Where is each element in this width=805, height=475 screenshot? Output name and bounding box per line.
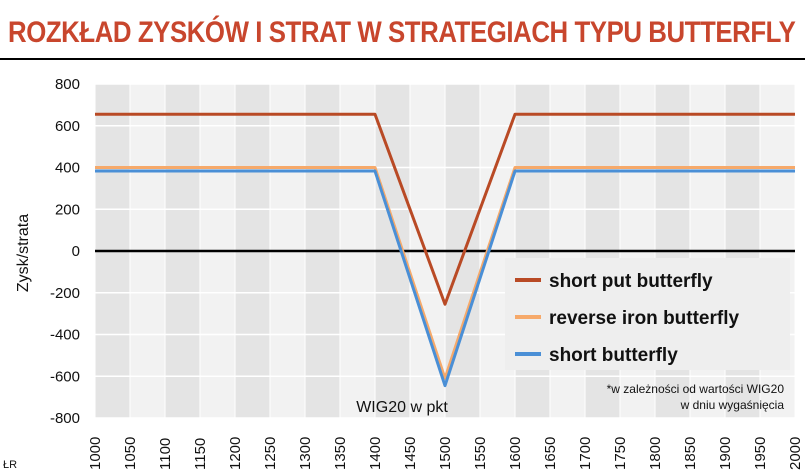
- x-tick-label: 1650: [542, 437, 559, 470]
- x-tick-label: 1700: [577, 437, 594, 470]
- x-tick-label: 1250: [262, 437, 279, 470]
- x-tick-label: 1200: [227, 437, 244, 470]
- x-tick-label: 1400: [367, 437, 384, 470]
- y-tick-label: 800: [55, 76, 80, 93]
- x-tick-label: 1600: [507, 437, 524, 470]
- y-tick-label: -200: [50, 285, 80, 302]
- x-tick-label: 1150: [192, 438, 209, 470]
- y-tick-label: 0: [72, 243, 80, 260]
- y-tick-label: -600: [50, 368, 80, 385]
- legend-label: short put butterfly: [549, 271, 713, 292]
- footnote-line-2: w dniu wygaśnięcia: [680, 398, 785, 412]
- x-tick-label: 1750: [612, 437, 629, 470]
- legend-background: [505, 258, 790, 370]
- x-tick-label: 1100: [157, 438, 174, 470]
- y-axis-label: Zysk/strata: [15, 214, 32, 292]
- chart-title: ROZKŁAD ZYSKÓW I STRAT W STRATEGIACH TYP…: [8, 16, 796, 49]
- x-tick-label: 2000: [787, 437, 804, 470]
- legend: short put butterfly reverse iron butterfl…: [505, 258, 790, 370]
- y-tick-label: -400: [50, 327, 80, 344]
- series-line: [95, 112, 795, 306]
- title-rule: [0, 58, 805, 60]
- x-tick-label: 1300: [297, 437, 314, 470]
- legend-label: reverse iron butterfly: [549, 308, 739, 329]
- series-line: [95, 169, 795, 388]
- x-tick-label: 1350: [332, 437, 349, 470]
- y-tick-label: 400: [55, 160, 80, 177]
- x-tick-label: 1950: [752, 437, 769, 470]
- x-tick-label: 1450: [402, 437, 419, 470]
- x-axis-label: WIG20 w pkt: [356, 399, 448, 416]
- series-line: [95, 166, 795, 380]
- x-tick-label: 1550: [472, 437, 489, 470]
- y-tick-labels: 800 600 400 200 0 -200 -400 -600 -800: [50, 76, 80, 427]
- x-tick-labels: 1000 1050 1100 1150 1200 1250 1300 1350 1400 1450…: [87, 437, 804, 470]
- source-label: ŁR: [3, 459, 17, 471]
- x-tick-label: 1850: [682, 437, 699, 470]
- x-tick-label: 1900: [717, 437, 734, 470]
- y-tick-label: 600: [55, 118, 80, 135]
- series-lines: [95, 112, 795, 388]
- x-tick-label: 1500: [437, 437, 454, 470]
- x-tick-label: 1050: [122, 437, 139, 470]
- x-tick-label: 1000: [87, 437, 104, 470]
- y-tick-label: 200: [55, 201, 80, 218]
- y-tick-label: -800: [50, 410, 80, 427]
- footnote-line-1: *w zależności od wartości WIG20: [607, 382, 785, 396]
- x-tick-label: 1800: [647, 437, 664, 470]
- legend-label: short butterfly: [549, 345, 678, 366]
